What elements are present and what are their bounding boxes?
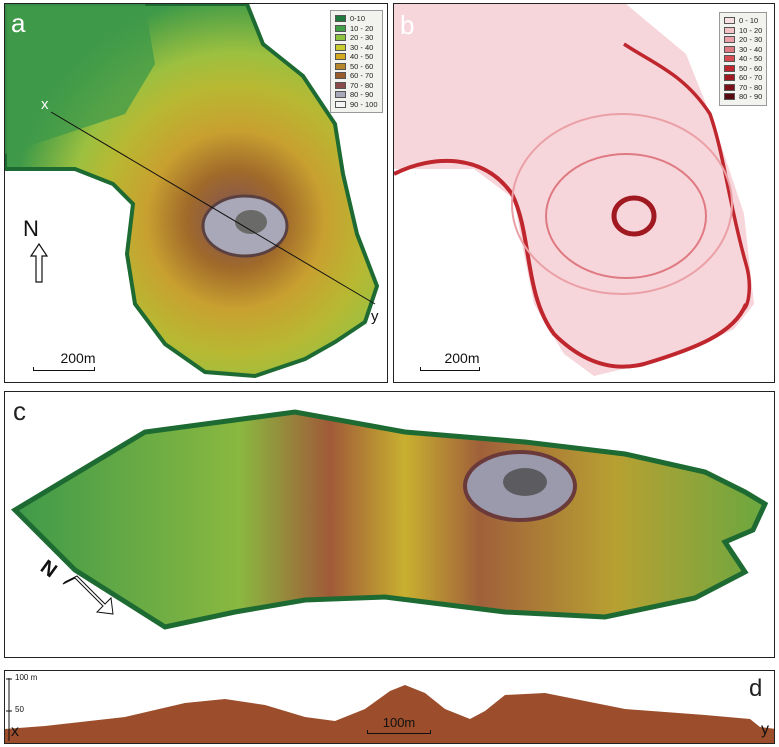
legend-row: 40 - 50 — [724, 54, 762, 64]
legend-swatch — [724, 36, 735, 44]
legend-swatch — [335, 81, 346, 89]
lowland-zone — [5, 4, 155, 154]
legend-label: 60 - 70 — [350, 71, 374, 81]
legend-label: 10 - 20 — [739, 25, 763, 35]
legend-label: 90 - 100 — [350, 99, 378, 109]
legend-b: 0 - 10 10 - 20 20 - 30 30 - 40 40 - 50 50 - 6… — [719, 12, 768, 106]
slope-map-b — [394, 4, 754, 376]
legend-row: 90 - 100 — [335, 100, 378, 110]
legend-swatch — [724, 64, 735, 72]
north-arrow-3d-icon — [62, 575, 114, 615]
scale-label-b: 200m — [444, 350, 480, 366]
panel-label-d: d — [749, 675, 763, 702]
legend-row: 20 - 30 — [724, 35, 762, 45]
panel-label-c: c — [13, 396, 26, 426]
terrain-3d-view — [10, 409, 769, 630]
legend-row: 0 - 10 — [724, 16, 762, 26]
north-arrow-icon — [29, 242, 49, 283]
legend-label: 60 - 70 — [739, 73, 763, 83]
panel-c-3d-view: c N — [4, 391, 775, 658]
tick-label-100: 100 m — [15, 673, 38, 682]
scale-bar-a: 200m — [33, 350, 109, 371]
profile-y-label: y — [761, 721, 769, 738]
legend-label: 80 - 90 — [350, 90, 374, 100]
legend-row: 30 - 40 — [724, 45, 762, 55]
legend-label: 20 - 30 — [350, 33, 374, 43]
legend-a: 0-10 10 - 20 20 - 30 30 - 40 40 - 50 50 - 60 6… — [330, 10, 383, 113]
legend-row: 60 - 70 — [335, 71, 378, 81]
legend-label: 0 - 10 — [739, 16, 759, 26]
legend-row: 40 - 50 — [335, 52, 378, 62]
crater-floor-3d — [503, 468, 547, 496]
profile-end-label: y — [371, 308, 379, 325]
legend-swatch — [724, 45, 735, 53]
profile-line-xy — [50, 111, 376, 305]
legend-label: 10 - 20 — [350, 23, 374, 33]
legend-label: 50 - 60 — [350, 61, 374, 71]
legend-swatch — [335, 72, 346, 80]
legend-label: 50 - 60 — [739, 63, 763, 73]
legend-swatch — [724, 83, 735, 91]
profile-chart — [5, 678, 774, 743]
profile-start-label: x — [41, 96, 49, 113]
outer-slope-ring — [511, 113, 733, 295]
panel-b-slope-map: b 200m 0 - 10 10 - 20 20 - 30 30 - 40 40 - 5… — [393, 3, 775, 383]
legend-swatch — [335, 53, 346, 61]
legend-swatch — [724, 55, 735, 63]
crater-floor — [235, 210, 267, 234]
legend-row: 10 - 20 — [335, 24, 378, 34]
legend-label: 70 - 80 — [350, 80, 374, 90]
legend-label: 40 - 50 — [350, 52, 374, 62]
north-label: N — [23, 216, 39, 241]
panel-d-profile: 100 m 50 x y d 100m — [4, 670, 775, 744]
legend-swatch — [724, 26, 735, 34]
legend-swatch — [335, 24, 346, 32]
legend-row: 70 - 80 — [724, 83, 762, 93]
legend-row: 80 - 90 — [335, 90, 378, 100]
legend-row: 0-10 — [335, 14, 378, 24]
legend-row: 80 - 90 — [724, 92, 762, 102]
profile-x-label: x — [11, 723, 19, 740]
legend-label: 40 - 50 — [739, 54, 763, 64]
legend-row: 50 - 60 — [724, 64, 762, 74]
legend-swatch — [335, 100, 346, 108]
panel-label-b: b — [400, 10, 415, 40]
legend-swatch — [724, 17, 735, 25]
legend-label: 30 - 40 — [350, 42, 374, 52]
legend-swatch — [335, 62, 346, 70]
legend-swatch — [724, 74, 735, 82]
legend-row: 10 - 20 — [724, 26, 762, 36]
cliff-edge-east — [623, 42, 752, 311]
legend-label: 70 - 80 — [739, 82, 763, 92]
legend-swatch — [724, 93, 735, 101]
scale-bar-b: 200m — [420, 350, 492, 371]
legend-row: 20 - 30 — [335, 33, 378, 43]
scale-label-a: 200m — [60, 350, 96, 366]
slope-area — [394, 4, 754, 376]
legend-label: 30 - 40 — [739, 44, 763, 54]
legend-label: 80 - 90 — [739, 92, 763, 102]
legend-row: 70 - 80 — [335, 81, 378, 91]
terrain-block — [10, 409, 769, 630]
panel-label-a: a — [11, 8, 26, 38]
legend-swatch — [335, 34, 346, 42]
legend-swatch — [335, 91, 346, 99]
cone-slope-ring — [545, 153, 707, 279]
scale-bar-d: 100m — [367, 715, 431, 734]
legend-label: 0-10 — [350, 14, 366, 24]
legend-swatch — [335, 15, 346, 23]
legend-row: 50 - 60 — [335, 62, 378, 72]
legend-row: 30 - 40 — [335, 43, 378, 53]
legend-swatch — [335, 43, 346, 51]
scale-label-d: 100m — [382, 715, 416, 730]
crater-slope-ring — [611, 195, 657, 237]
elevation-map-a — [5, 4, 380, 379]
coast-steep-edge — [394, 158, 748, 369]
tick-label-50: 50 — [15, 705, 24, 714]
legend-label: 20 - 30 — [739, 35, 763, 45]
profile-fill — [5, 685, 774, 743]
panel-a-elevation-map: a x y N 200m 0-10 10 - 20 20 - 30 30 - 40 40… — [4, 3, 388, 383]
legend-row: 60 - 70 — [724, 73, 762, 83]
